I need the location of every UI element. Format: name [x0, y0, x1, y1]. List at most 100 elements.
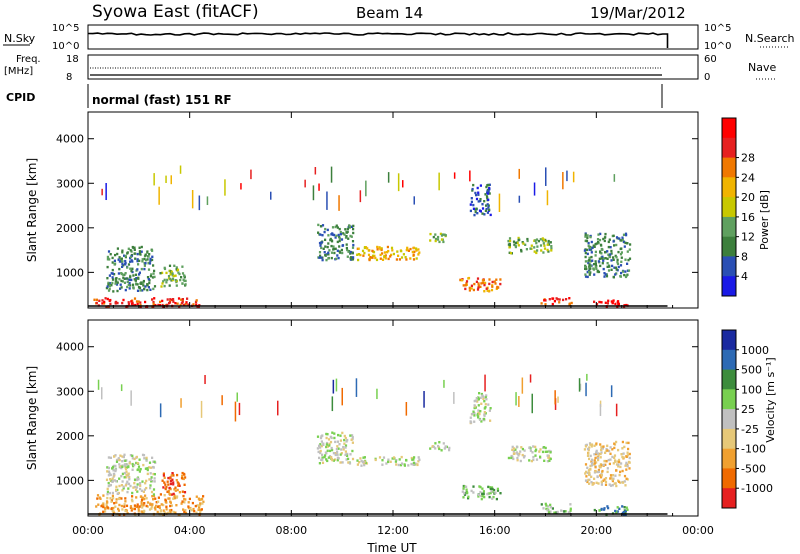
echo-cell: [143, 488, 146, 491]
echo-cell: [535, 238, 539, 241]
echo-streak: [153, 173, 155, 186]
echo-cell: [477, 409, 480, 412]
echo-cell: [605, 447, 608, 451]
echo-cell: [627, 258, 630, 262]
echo-cell: [599, 243, 603, 247]
echo-cell: [115, 501, 118, 504]
echo-cell: [600, 483, 603, 486]
echo-cell: [412, 258, 416, 261]
echo-cell: [337, 433, 340, 437]
echo-cell: [508, 251, 511, 254]
echo-cell: [366, 247, 369, 250]
echo-cell: [127, 472, 130, 475]
echo-cell: [627, 460, 631, 464]
echo-cell: [351, 246, 355, 249]
echo-cell: [128, 476, 131, 479]
echo-cell: [113, 479, 116, 482]
echo-cell: [597, 456, 600, 460]
echo-cell: [532, 458, 535, 462]
echo-cell: [551, 507, 554, 510]
echo-cell: [614, 254, 617, 258]
echo-cell: [323, 230, 326, 234]
echo-cell: [183, 491, 187, 494]
echo-cell: [534, 454, 537, 457]
echo-cell: [138, 271, 141, 274]
velocity-echo-data: [95, 373, 631, 517]
echo-cell: [125, 466, 128, 469]
echo-cell: [622, 456, 625, 459]
echo-cell: [535, 458, 539, 461]
echo-cell: [623, 480, 626, 483]
echo-cell: [588, 482, 591, 485]
echo-cell: [440, 234, 444, 237]
echo-cell: [603, 507, 606, 510]
echo-cell: [594, 266, 597, 269]
echo-cell: [124, 272, 127, 275]
echo-cell: [462, 284, 465, 287]
echo-cell: [383, 251, 386, 254]
echo-cell: [548, 459, 551, 462]
echo-cell: [149, 259, 152, 263]
echo-cell: [612, 462, 615, 465]
echo-cell: [588, 473, 591, 476]
echo-cell: [625, 441, 628, 445]
echo-cell: [330, 256, 333, 260]
echo-cell: [481, 494, 484, 498]
echo-cell: [153, 460, 156, 463]
echo-streak: [240, 183, 242, 190]
echo-cell: [444, 234, 447, 237]
echo-cell: [600, 480, 603, 483]
echo-cell: [588, 457, 591, 461]
colorbar-swatch: [722, 177, 736, 198]
echo-streak: [250, 169, 252, 180]
echo-cell: [344, 436, 347, 440]
echo-streak: [402, 180, 404, 188]
echo-cell: [606, 257, 609, 260]
echo-cell: [150, 476, 153, 479]
echo-cell: [475, 397, 478, 400]
echo-cell: [350, 235, 353, 238]
colorbar-swatch: [722, 276, 736, 297]
echo-streak: [365, 180, 367, 197]
echo-cell: [321, 458, 324, 461]
echo-cell: [196, 504, 199, 507]
echo-cell: [112, 290, 115, 293]
echo-cell: [139, 487, 142, 491]
echo-cell: [344, 228, 347, 231]
echo-cell: [470, 200, 473, 204]
echo-cell: [371, 254, 375, 257]
echo-cell: [324, 454, 327, 457]
echo-cell: [151, 249, 154, 252]
echo-cell: [599, 464, 603, 467]
echo-cell: [151, 255, 154, 258]
echo-cell: [138, 482, 141, 486]
echo-cell: [199, 511, 202, 514]
echo-cell: [114, 464, 117, 468]
echo-cell: [324, 253, 327, 257]
echo-cell: [195, 495, 198, 498]
echo-cell: [593, 245, 596, 248]
echo-cell: [362, 254, 365, 257]
echo-cell: [107, 466, 110, 470]
echo-cell: [385, 462, 388, 465]
echo-cell: [585, 443, 588, 447]
echo-cell: [140, 501, 143, 504]
echo-streak: [304, 179, 306, 188]
echo-cell: [133, 482, 136, 485]
echo-cell: [362, 460, 365, 463]
echo-cell: [136, 505, 139, 508]
echo-cell: [485, 185, 488, 189]
echo-cell: [321, 434, 324, 437]
echo-cell: [95, 505, 98, 508]
echo-cell: [512, 450, 515, 453]
echo-cell: [389, 460, 392, 463]
echo-streak: [453, 392, 455, 404]
echo-cell: [477, 495, 480, 498]
echo-streak: [521, 377, 524, 394]
echo-cell: [549, 510, 552, 513]
echo-cell: [598, 238, 602, 242]
echo-cell: [417, 460, 420, 463]
echo-cell: [112, 469, 115, 472]
echo-cell: [499, 492, 502, 495]
echo-cell: [164, 499, 167, 503]
